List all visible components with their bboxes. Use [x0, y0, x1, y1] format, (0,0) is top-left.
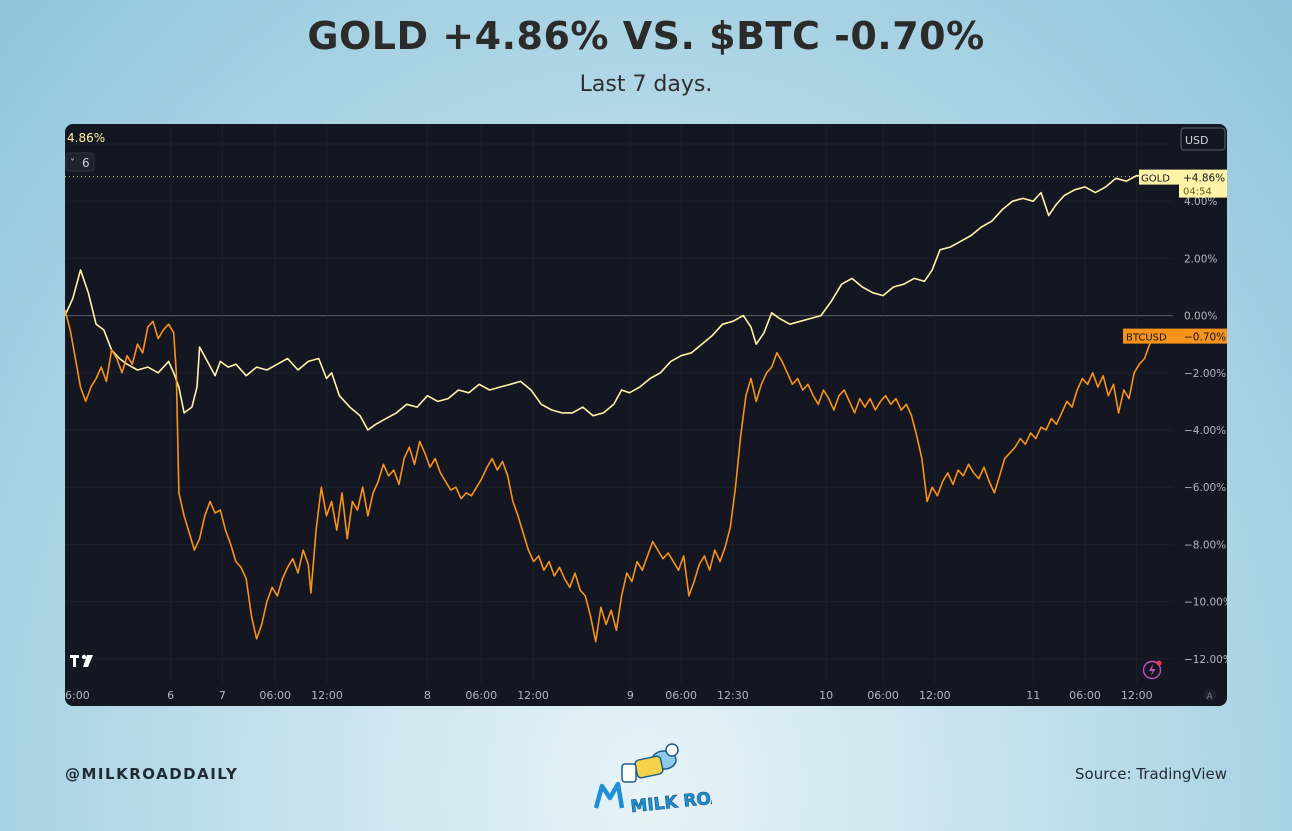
x-tick-label: 12:00 — [517, 689, 549, 702]
y-tick-label: −2.00% — [1184, 368, 1226, 380]
x-tick-label: 06:00 — [259, 689, 291, 702]
auto-scale-label: A — [1207, 692, 1214, 702]
x-tick-label: 06:00 — [665, 689, 697, 702]
x-axis-labels: 6:00 6 7 06:00 12:00 8 06:00 12:00 9 06:00 12:30 10… — [65, 689, 1153, 702]
y-tick-label: −8.00% — [1184, 539, 1226, 551]
chart-panel[interactable]: 6.00%4.00%2.00%0.00%−2.00%−4.00%−6.00%−8… — [65, 124, 1227, 706]
x-tick-label: 12:00 — [919, 689, 951, 702]
x-tick-label: 8 — [424, 689, 431, 702]
top-left-value: 4.86% — [67, 131, 105, 145]
lightning-icon[interactable] — [1142, 660, 1162, 680]
y-axis-labels: 6.00%4.00%2.00%0.00%−2.00%−4.00%−6.00%−8… — [1184, 139, 1227, 666]
x-tick-label: 11 — [1026, 689, 1040, 702]
social-handle[interactable]: @MILKROADDAILY — [65, 765, 239, 783]
x-tick-label: 10 — [819, 689, 833, 702]
x-tick-label: 6:00 — [65, 689, 90, 702]
btc-badge-symbol: BTCUSD — [1126, 333, 1167, 344]
chart-lines — [65, 174, 1156, 643]
y-tick-label: −4.00% — [1184, 425, 1226, 437]
gold-series-line — [65, 174, 1155, 431]
milk-road-logo: MILK ROAD — [592, 738, 739, 818]
btc-series-line — [65, 309, 1156, 643]
interval-toggle[interactable]: ˅ 6 — [65, 152, 95, 172]
gold-price-badge: GOLD +4.86% 04:54 — [1139, 169, 1227, 198]
gold-badge-symbol: GOLD — [1141, 174, 1170, 185]
x-tick-label: 06:00 — [465, 689, 497, 702]
y-tick-label: 0.00% — [1184, 311, 1217, 323]
currency-selector[interactable]: USD — [1180, 127, 1226, 151]
tradingview-logo-icon[interactable] — [70, 654, 93, 667]
x-tick-label: 9 — [627, 689, 634, 702]
y-tick-label: 2.00% — [1184, 253, 1217, 265]
gold-badge-value: +4.86% — [1183, 173, 1225, 185]
line-chart[interactable]: 6.00%4.00%2.00%0.00%−2.00%−4.00%−6.00%−8… — [65, 124, 1227, 706]
x-tick-label: 12:00 — [311, 689, 343, 702]
gold-badge-countdown: 04:54 — [1183, 187, 1212, 198]
logo-text: MILK ROAD — [630, 786, 712, 817]
y-tick-label: −6.00% — [1184, 482, 1226, 494]
source-credit: Source: TradingView — [1075, 765, 1227, 783]
y-tick-label: −12.00% — [1184, 654, 1227, 666]
x-tick-label: 06:00 — [1069, 689, 1101, 702]
x-tick-label: 6 — [167, 689, 174, 702]
auto-scale-button[interactable]: A — [1204, 689, 1216, 702]
page-subtitle: Last 7 days. — [579, 72, 713, 97]
chart-grid — [65, 124, 1173, 684]
x-tick-label: 12:30 — [717, 689, 749, 702]
interval-toggle-value: 6 — [82, 156, 90, 170]
x-tick-label: 06:00 — [867, 689, 899, 702]
y-tick-label: 4.00% — [1184, 196, 1217, 208]
page-title: GOLD +4.86% VS. $BTC -0.70% — [307, 14, 985, 58]
x-tick-label: 7 — [219, 689, 226, 702]
currency-label: USD — [1185, 134, 1209, 147]
btc-price-badge: BTCUSD −0.70% — [1123, 328, 1227, 344]
btc-badge-value: −0.70% — [1184, 332, 1226, 344]
y-tick-label: −10.00% — [1184, 597, 1227, 609]
chevron-down-icon: ˅ — [70, 157, 75, 169]
x-tick-label: 12:00 — [1121, 689, 1153, 702]
